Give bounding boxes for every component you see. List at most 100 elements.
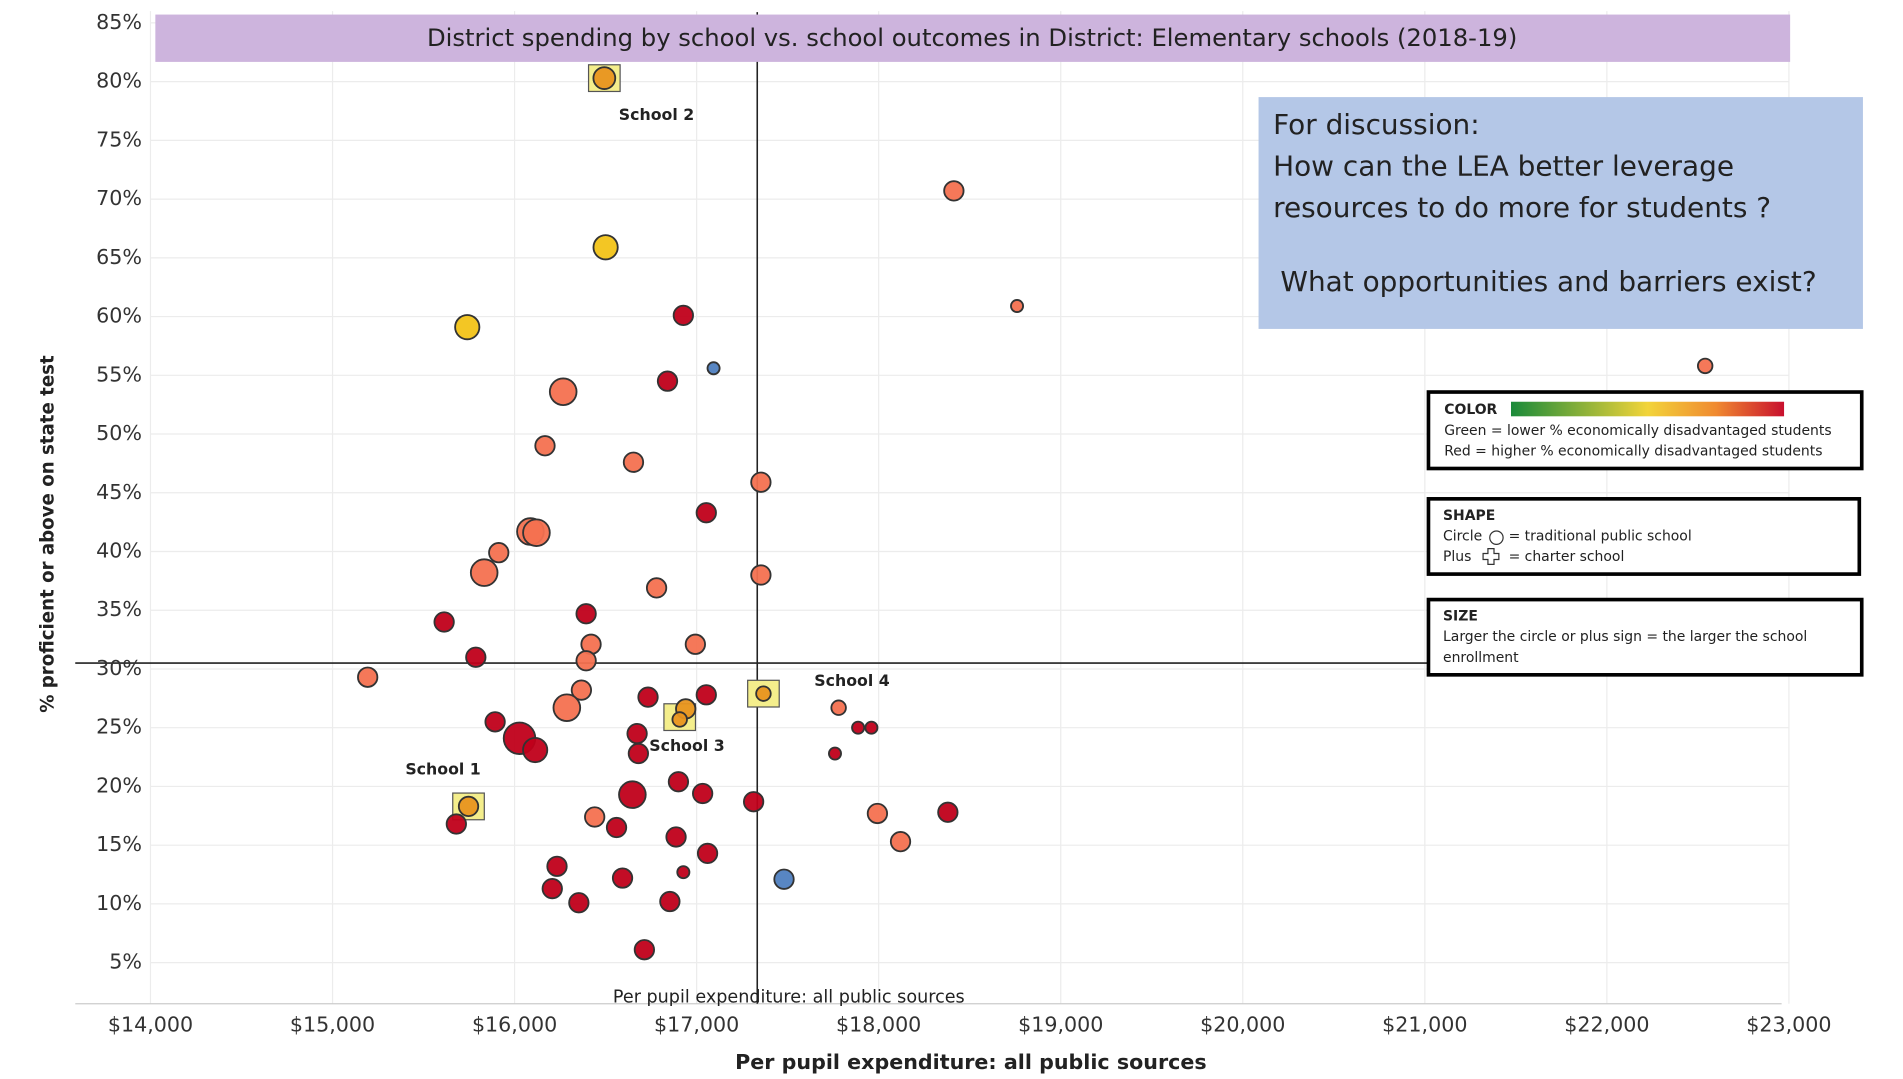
school-bubble: [633, 939, 656, 961]
school-bubble: [568, 892, 590, 914]
school-bubble: [750, 471, 772, 493]
school-bubble: [1010, 299, 1025, 313]
school-bubble: [866, 802, 889, 825]
x-tick-label: $20,000: [1200, 1013, 1285, 1037]
school-bubble: [889, 831, 912, 853]
school-bubble: [695, 684, 717, 706]
school-bubble: [622, 451, 645, 473]
circle-icon: [1489, 530, 1504, 545]
school-bubble: [692, 782, 714, 805]
school-bubble: [659, 890, 681, 913]
school-bubble: [671, 711, 688, 728]
school-bubble: [637, 686, 659, 708]
school-bubble: [469, 558, 499, 587]
x-axis-title: Per pupil expenditure: all public source…: [735, 1050, 1206, 1074]
legend-box: [1426, 597, 1864, 677]
school-bubble: [742, 791, 765, 813]
y-tick-label: 20%: [96, 773, 142, 797]
y-tick-label: 5%: [109, 950, 142, 974]
school-bubble: [534, 435, 556, 457]
school-bubble: [1696, 357, 1714, 375]
legend-text: Red = higher % economically disadvantage…: [1444, 444, 1822, 460]
school-bubble: [605, 816, 628, 839]
school-bubble: [592, 66, 617, 90]
reference-line-label: Per pupil expenditure: all public source…: [613, 988, 965, 1008]
school-bubble: [522, 736, 549, 764]
y-tick-label: 40%: [96, 539, 142, 563]
legend-title: COLOR: [1444, 402, 1497, 418]
legend-item-text: = charter school: [1509, 549, 1625, 565]
school-bubble: [457, 795, 480, 818]
school-bubble: [465, 646, 487, 668]
school-bubble: [445, 813, 467, 835]
school-bubble: [626, 722, 648, 745]
legend-item-name: Plus: [1443, 549, 1471, 565]
x-tick-label: $18,000: [836, 1013, 921, 1037]
school-bubble: [667, 771, 690, 793]
school-bubble: [750, 564, 772, 586]
y-tick-label: 30%: [96, 656, 142, 680]
y-tick-label: 80%: [96, 69, 142, 93]
legend-text: enrollment: [1443, 650, 1519, 666]
school-bubble: [484, 711, 506, 733]
legend-text: Larger the circle or plus sign = the lar…: [1443, 629, 1807, 645]
y-tick-label: 45%: [96, 480, 142, 504]
annotation-label: School 2: [619, 105, 694, 124]
legend-title: SIZE: [1443, 609, 1478, 625]
discussion-text: For discussion:: [1273, 108, 1480, 141]
y-tick-label: 60%: [96, 304, 142, 328]
school-bubble: [755, 685, 772, 702]
y-tick-label: 65%: [96, 245, 142, 269]
y-tick-label: 75%: [96, 127, 142, 151]
legend-shape: SHAPE Circle = traditional public school…: [1426, 497, 1862, 576]
school-bubble: [618, 780, 647, 809]
legend-text: Green = lower % economically disadvantag…: [1444, 423, 1831, 439]
x-tick-label: $17,000: [654, 1013, 739, 1037]
school-bubble: [851, 720, 866, 735]
school-bubble: [684, 633, 706, 655]
legend-item-name: Circle: [1443, 528, 1482, 544]
school-bubble: [864, 720, 879, 735]
school-bubble: [552, 693, 582, 722]
school-bubble: [611, 867, 634, 889]
school-bubble: [592, 234, 619, 261]
y-axis-title: % proficient or above on state test: [38, 355, 59, 713]
school-bubble: [541, 878, 563, 900]
annotation-label: School 3: [649, 736, 724, 755]
school-bubble: [488, 542, 510, 564]
discussion-text: How can the LEA better leverage: [1273, 149, 1734, 182]
school-bubble: [570, 679, 593, 701]
school-bubble: [672, 304, 694, 327]
school-bubble: [575, 650, 597, 672]
school-bubble: [546, 855, 568, 877]
discussion-box: [1258, 97, 1863, 329]
legend-item-text: = traditional public school: [1509, 528, 1692, 544]
school-bubble: [627, 742, 649, 765]
school-bubble: [454, 314, 481, 341]
y-tick-label: 50%: [96, 421, 142, 445]
x-tick-label: $23,000: [1746, 1013, 1831, 1037]
title-band: [155, 14, 1791, 62]
school-bubble: [695, 502, 717, 524]
school-bubble: [433, 611, 455, 633]
school-bubble: [656, 370, 679, 392]
school-bubble: [575, 603, 597, 625]
legend-box: [1426, 497, 1862, 576]
school-bubble: [943, 180, 965, 202]
y-tick-label: 10%: [96, 891, 142, 915]
school-bubble: [830, 699, 847, 716]
discussion-text: resources to do more for students ?: [1273, 191, 1771, 224]
school-bubble: [828, 746, 842, 761]
school-bubble: [548, 377, 578, 407]
school-bubble: [706, 361, 721, 376]
x-tick-label: $15,000: [290, 1013, 375, 1037]
legend-color: COLOR Green = lower % economically disad…: [1426, 390, 1864, 471]
y-tick-label: 35%: [96, 597, 142, 621]
x-tick-label: $14,000: [108, 1013, 193, 1037]
school-bubble: [773, 868, 795, 890]
school-bubble: [676, 865, 691, 880]
x-tick-label: $19,000: [1018, 1013, 1103, 1037]
annotation-label: School 4: [814, 671, 889, 690]
y-tick-label: 25%: [96, 715, 142, 739]
